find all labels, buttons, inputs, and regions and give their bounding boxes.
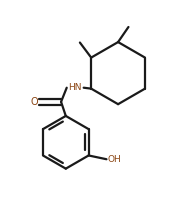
Text: O: O — [30, 97, 38, 107]
Text: OH: OH — [107, 155, 121, 164]
Text: HN: HN — [68, 83, 82, 92]
